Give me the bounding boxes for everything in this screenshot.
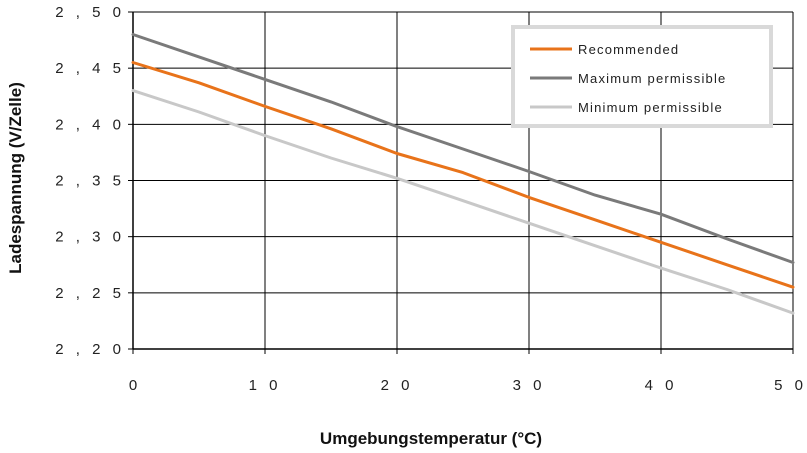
x-tick-label: 1 0 [249,377,282,394]
x-tick-label: 2 0 [381,377,414,394]
y-tick-label: 2 , 2 5 [55,285,125,302]
y-tick-label: 2 , 4 0 [55,116,125,133]
series-line-maximum [131,33,795,264]
legend-label-recommended: Recommended [578,42,679,57]
x-tick-label: 3 0 [513,377,546,394]
tick-labels: 2 , 2 0 2 , 2 5 2 , 3 0 2 , 3 5 2 , 4 0 2 , 4… [55,4,807,394]
x-tick-label: 4 0 [645,377,678,394]
y-tick-label: 2 , 2 0 [55,341,125,358]
y-tick-label: 2 , 3 0 [55,229,125,246]
series-line-recommended [131,61,795,289]
y-axis-title: Ladespannung (V/Zelle) [6,82,25,274]
axes [128,11,794,354]
y-tick-label: 2 , 5 0 [55,4,125,21]
legend: Recommended Maximum permissible Minimum … [511,25,773,128]
y-tick-label: 2 , 3 5 [55,173,125,190]
x-axis-title: Umgebungstemperatur (°C) [320,429,542,448]
series-line-minimum [131,89,795,315]
series-group [131,33,795,315]
x-tick-label: 0 [129,377,141,394]
y-tick-label: 2 , 4 5 [55,60,125,77]
x-tick-label: 5 0 [774,377,807,394]
legend-label-minimum: Minimum permissible [578,100,723,115]
legend-label-maximum: Maximum permissible [578,71,727,86]
